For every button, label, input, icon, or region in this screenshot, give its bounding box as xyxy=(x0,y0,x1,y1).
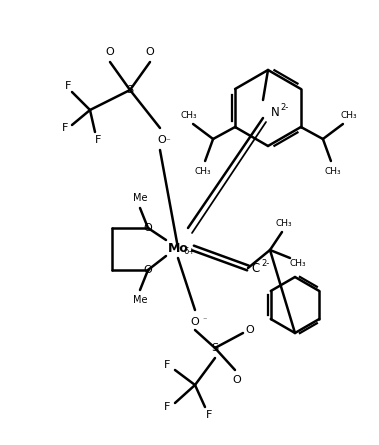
Text: O: O xyxy=(246,325,254,335)
Text: ⁻: ⁻ xyxy=(166,138,171,146)
Text: ⁻: ⁻ xyxy=(203,316,207,324)
Text: CH₃: CH₃ xyxy=(290,259,306,268)
Text: Mo: Mo xyxy=(168,242,188,255)
Text: CH₃: CH₃ xyxy=(181,110,197,120)
Text: O: O xyxy=(106,47,114,57)
Text: 2-: 2- xyxy=(262,259,270,268)
Text: CH₃: CH₃ xyxy=(276,219,292,228)
Text: CH₃: CH₃ xyxy=(341,110,357,120)
Text: O: O xyxy=(146,47,154,57)
Text: S: S xyxy=(211,343,219,353)
Text: F: F xyxy=(164,360,170,370)
Text: F: F xyxy=(62,123,68,133)
Text: F: F xyxy=(65,81,71,91)
Text: Me: Me xyxy=(133,295,147,305)
Text: O: O xyxy=(158,135,166,145)
Text: 6+: 6+ xyxy=(184,247,196,255)
Text: F: F xyxy=(164,402,170,412)
Text: CH₃: CH₃ xyxy=(324,166,341,175)
Text: Me: Me xyxy=(133,193,147,203)
Text: O: O xyxy=(233,375,241,385)
Text: O: O xyxy=(144,223,152,233)
Text: 2-: 2- xyxy=(281,104,289,113)
Text: C: C xyxy=(252,262,260,275)
Text: O: O xyxy=(144,265,152,275)
Text: F: F xyxy=(95,135,101,145)
Text: O: O xyxy=(191,317,199,327)
Text: N: N xyxy=(271,105,279,118)
Text: F: F xyxy=(206,410,212,420)
Text: S: S xyxy=(127,85,133,95)
Text: CH₃: CH₃ xyxy=(195,166,211,175)
